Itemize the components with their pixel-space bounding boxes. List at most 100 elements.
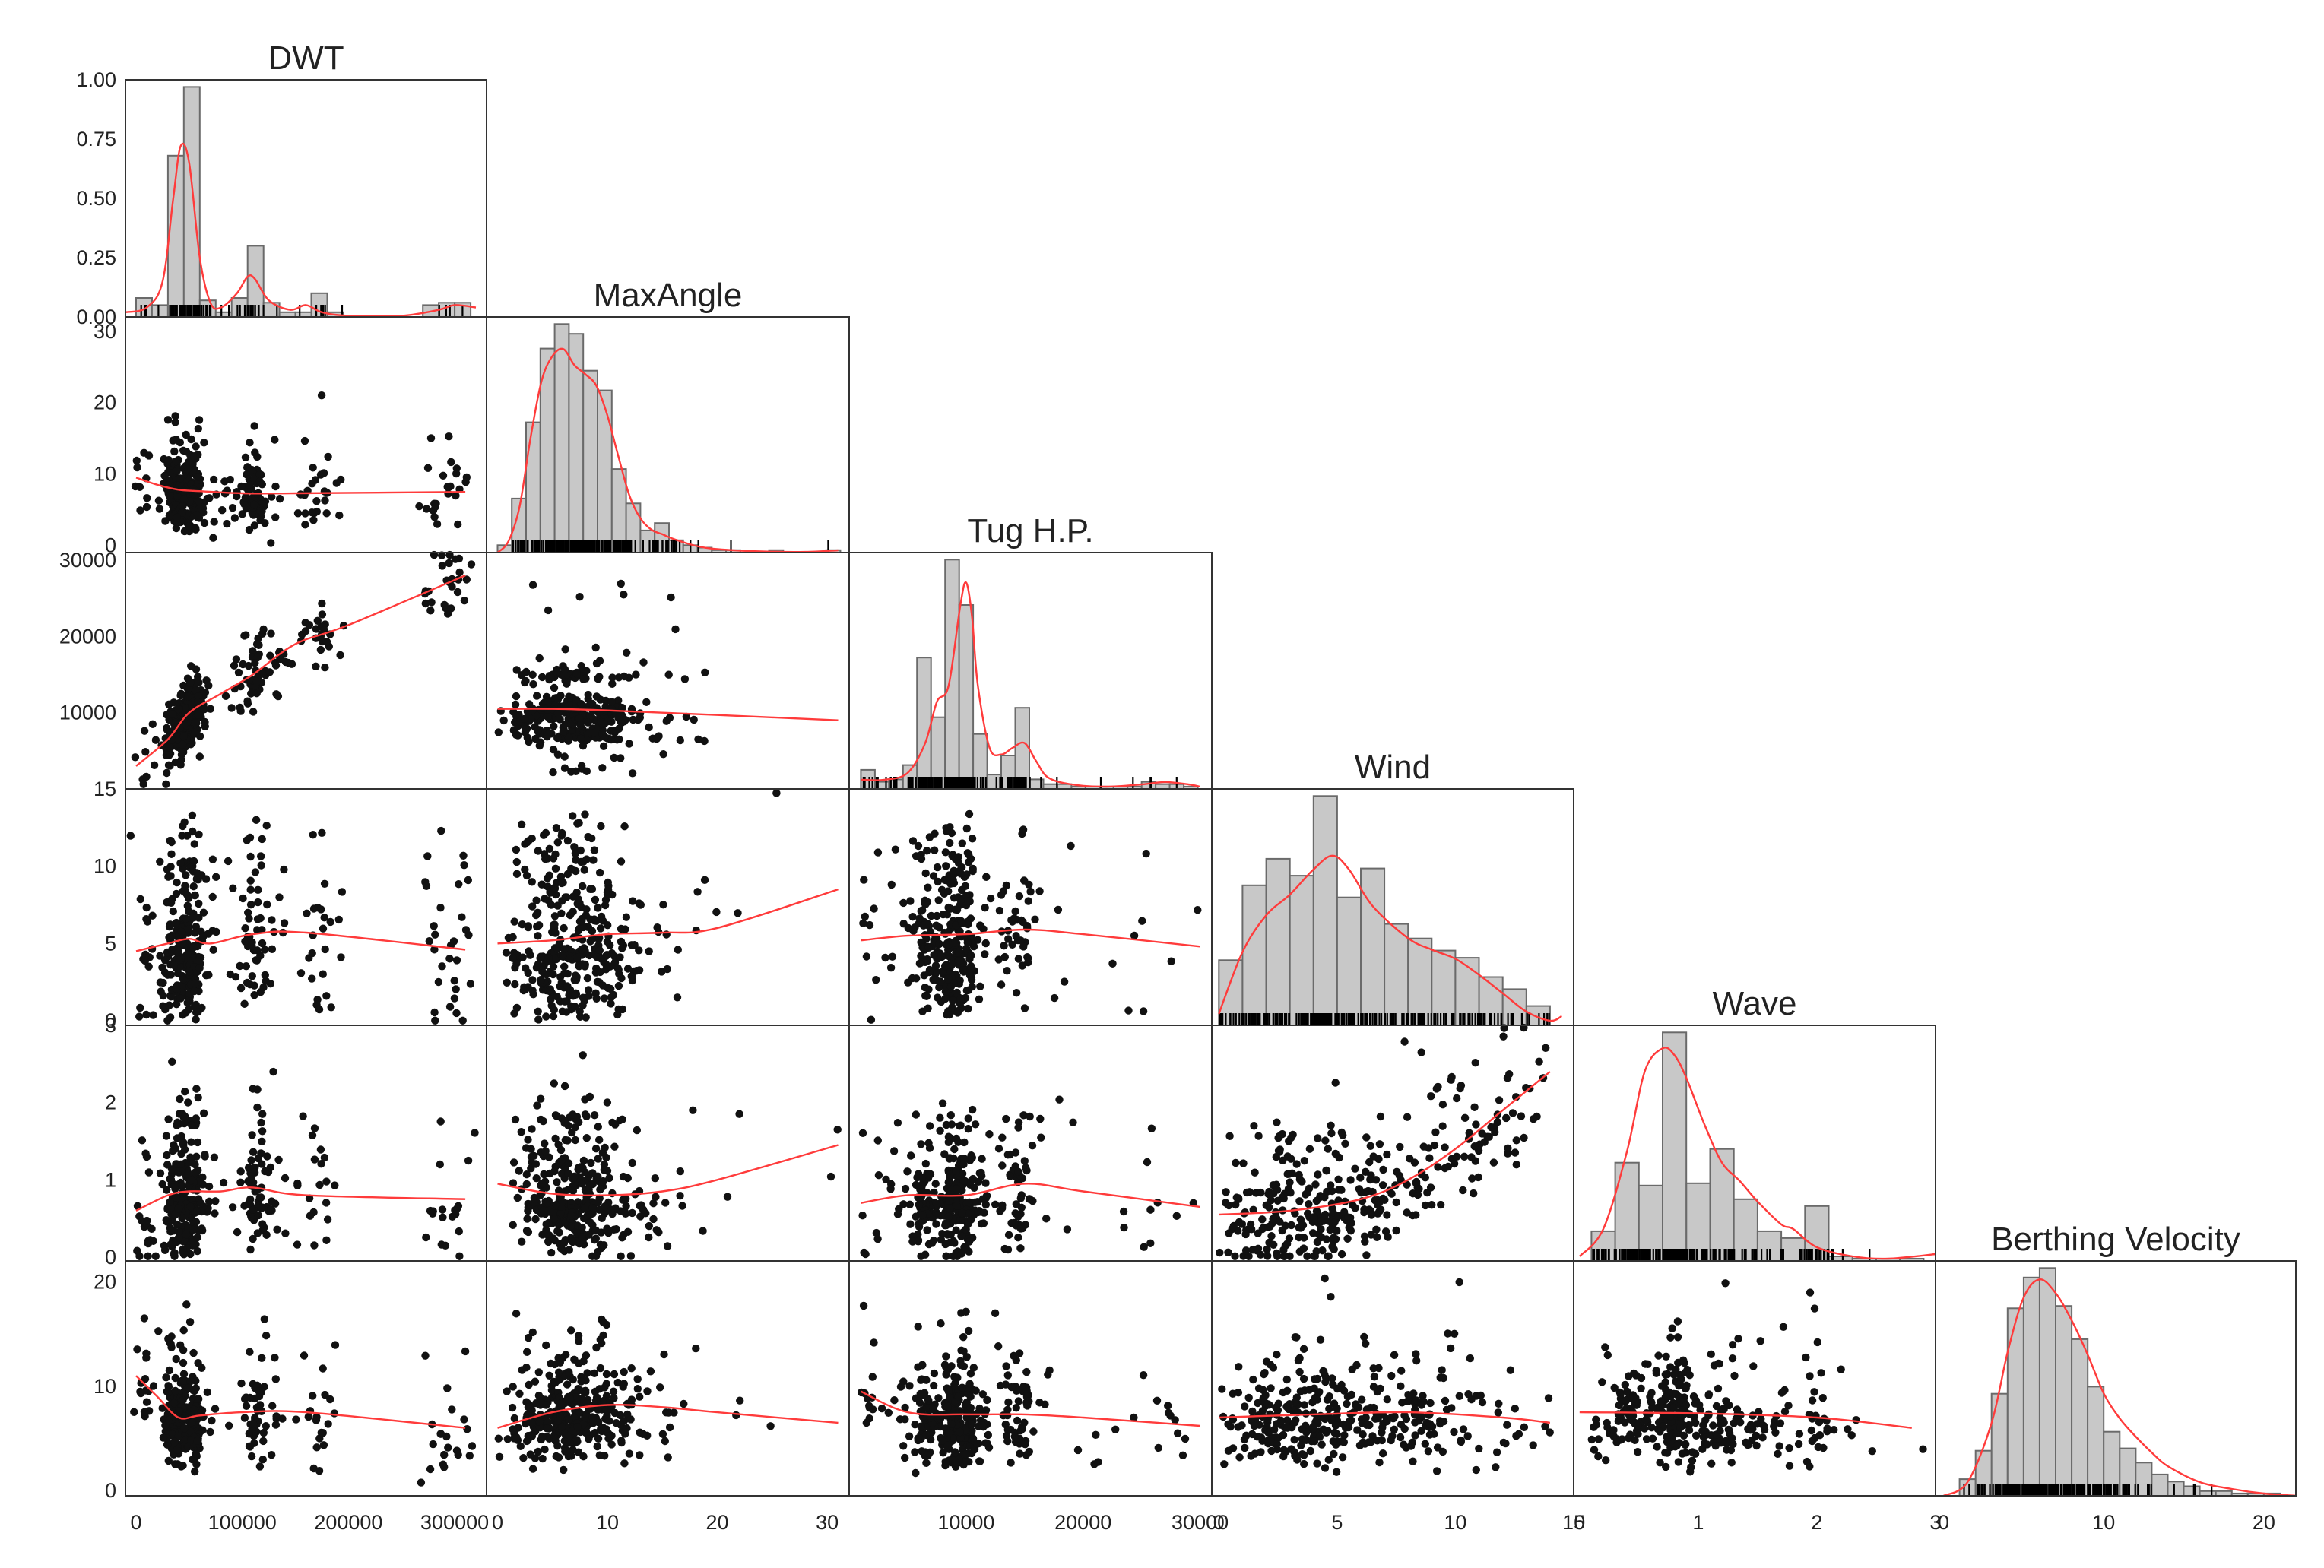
scatter-point bbox=[568, 1128, 576, 1137]
scatter-point bbox=[1384, 1233, 1392, 1241]
scatter-point bbox=[426, 607, 435, 615]
scatter-point bbox=[183, 901, 192, 910]
scatter-point bbox=[579, 993, 588, 1002]
scatter-point bbox=[269, 1067, 277, 1076]
scatter-point bbox=[167, 850, 176, 859]
scatter-point bbox=[315, 1005, 324, 1014]
scatter-point bbox=[594, 1123, 602, 1131]
scatter-point bbox=[192, 875, 201, 883]
scatter-point bbox=[1383, 1211, 1391, 1219]
scatter-point bbox=[944, 887, 953, 895]
scatter-point bbox=[337, 475, 345, 484]
scatter-point bbox=[281, 657, 290, 667]
scatter-point bbox=[574, 927, 583, 935]
scatter-point bbox=[428, 1209, 437, 1218]
scatter-point bbox=[680, 675, 690, 683]
scatter-point bbox=[934, 877, 942, 886]
y-tick-label: 30 bbox=[94, 320, 116, 343]
scatter-point bbox=[617, 857, 626, 866]
scatter-point bbox=[1267, 1232, 1276, 1240]
scatter-point bbox=[967, 974, 976, 982]
scatter-point bbox=[187, 1138, 195, 1146]
scatter-point bbox=[1303, 1252, 1311, 1261]
scatter-point bbox=[1124, 1006, 1133, 1015]
scatter-point bbox=[204, 971, 213, 979]
scatter-point bbox=[250, 500, 258, 509]
scatter-point bbox=[268, 1197, 276, 1205]
scatter-point bbox=[211, 1197, 220, 1205]
scatter-point bbox=[553, 901, 562, 910]
scatter-point bbox=[195, 732, 204, 740]
scatter-point bbox=[550, 722, 558, 730]
scatter-point bbox=[560, 702, 569, 710]
scatter-point bbox=[319, 970, 327, 978]
scatter-point bbox=[164, 873, 173, 881]
scatter-point bbox=[151, 1252, 160, 1261]
scatter-point bbox=[454, 1450, 462, 1459]
scatter-point bbox=[547, 901, 556, 909]
hist-bar bbox=[1360, 867, 1386, 1026]
scatter-point bbox=[1419, 1142, 1428, 1151]
scatter-point bbox=[563, 982, 572, 990]
scatter-point bbox=[148, 720, 157, 728]
scatter-point bbox=[236, 1178, 245, 1187]
scatter-point bbox=[953, 1009, 962, 1017]
scatter-point bbox=[581, 810, 589, 819]
scatter-point bbox=[322, 1199, 331, 1207]
scatter-point bbox=[1264, 1189, 1273, 1199]
scatter-point bbox=[1013, 989, 1021, 997]
scatter-point bbox=[1324, 1252, 1332, 1261]
scatter-point bbox=[649, 1215, 658, 1224]
scatter-point bbox=[532, 896, 541, 904]
scatter-point bbox=[461, 1347, 470, 1356]
scatter-point bbox=[466, 980, 475, 988]
scatter-point bbox=[541, 1139, 549, 1148]
scatter-point bbox=[1278, 1226, 1286, 1235]
scatter-point bbox=[962, 1225, 970, 1234]
scatter-point bbox=[263, 1152, 271, 1161]
scatter-point bbox=[230, 514, 239, 522]
scatter-point bbox=[929, 975, 937, 984]
hist-bar bbox=[1312, 795, 1338, 1027]
scatter-point bbox=[229, 884, 237, 892]
scatter-point bbox=[1431, 1128, 1440, 1136]
scatter-point bbox=[932, 1220, 940, 1228]
scatter-point bbox=[582, 674, 590, 683]
scatter-point bbox=[560, 665, 569, 673]
scatter-point bbox=[312, 1416, 321, 1424]
scatter-point bbox=[572, 856, 580, 864]
scatter-point bbox=[1042, 1215, 1051, 1223]
scatter-point bbox=[931, 961, 940, 970]
scatter-point bbox=[1512, 1136, 1521, 1145]
scatter-point bbox=[1351, 1164, 1359, 1173]
y-tick-label: 10 bbox=[94, 855, 116, 878]
scatter-point bbox=[181, 719, 189, 727]
scatter-point bbox=[274, 1155, 283, 1164]
kde-line bbox=[861, 581, 1200, 788]
scatter-point bbox=[549, 768, 557, 777]
scatter-point bbox=[635, 966, 644, 974]
scatter-point bbox=[937, 1193, 946, 1201]
scatter-point bbox=[858, 1129, 867, 1138]
scatter-point bbox=[1499, 1032, 1508, 1041]
scatter-point bbox=[860, 876, 868, 884]
scatter-point bbox=[321, 664, 329, 672]
trend-line bbox=[497, 888, 839, 945]
scatter-point bbox=[564, 733, 573, 742]
scatter-point bbox=[331, 1341, 340, 1349]
scatter-point bbox=[458, 913, 466, 921]
scatter-point bbox=[931, 1180, 940, 1188]
scatter-point bbox=[600, 1166, 608, 1174]
scatter-point bbox=[888, 952, 897, 961]
scatter-point bbox=[1108, 959, 1117, 968]
scatter-point bbox=[579, 960, 587, 968]
scatter-point bbox=[917, 1185, 925, 1194]
scatter-point bbox=[426, 434, 436, 442]
scatter-point bbox=[914, 841, 923, 851]
scatter-point bbox=[180, 1119, 189, 1128]
scatter-point bbox=[250, 981, 258, 990]
scatter-point bbox=[184, 1006, 193, 1014]
scatter-point bbox=[518, 1237, 526, 1246]
scatter-point bbox=[964, 1209, 972, 1218]
scatter-point bbox=[512, 1003, 522, 1012]
